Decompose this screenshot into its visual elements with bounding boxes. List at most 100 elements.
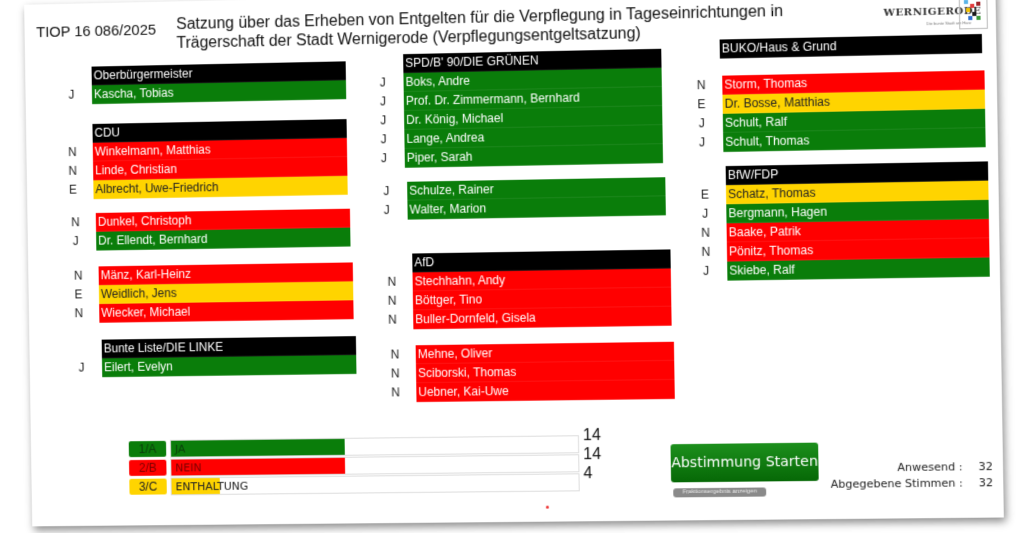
group-header: BUKO/Haus & Grund <box>719 33 983 59</box>
vote-marker: J <box>698 116 705 131</box>
logo-house-icon <box>958 0 988 30</box>
result-label: ENTHALTUNG <box>175 479 249 494</box>
vote-marker: E <box>68 182 77 197</box>
group-spd-gruene-2: J Schulze, Rainer J Walter, Marion <box>383 177 666 220</box>
member-name: Kascha, Tobias <box>93 85 174 102</box>
member-name: Schult, Ralf <box>724 114 788 130</box>
member-name: Weidlich, Jens <box>100 286 177 302</box>
member-row: E Albrecht, Uwe-Friedrich <box>69 175 348 200</box>
member-name: Stechhahn, Andy <box>414 273 506 289</box>
member-name: Prof. Dr. Zimmermann, Bernhard <box>405 90 580 108</box>
member-row: J Piper, Sarah <box>381 144 664 168</box>
result-label: JA <box>174 442 186 456</box>
vote-marker: N <box>391 385 400 400</box>
member-name: Wiecker, Michael <box>101 304 191 320</box>
member-row: J Kascha, Tobias <box>68 80 347 105</box>
vote-marker: N <box>387 274 397 289</box>
member-row: J Walter, Marion <box>384 196 666 220</box>
result-label: NEIN <box>175 461 202 475</box>
group-afd-2: N Mehne, Oliver N Sciborski, Thomas N Uebne… <box>390 341 675 403</box>
member-name: Boks, Andre <box>405 73 471 90</box>
member-name: Dr. Ellendt, Bernhard <box>98 231 208 248</box>
member-name: Albrecht, Uwe-Friedrich <box>95 180 219 197</box>
vote-marker: N <box>390 366 400 381</box>
vote-marker: J <box>380 113 387 128</box>
member-name: Winkelmann, Matthias <box>94 142 211 159</box>
result-code: 3/C <box>129 478 167 495</box>
member-row: N Buller-Dornfeld, Gisela <box>388 306 672 330</box>
member-name: Schult, Thomas <box>725 133 810 150</box>
member-name: Uebner, Kai-Uwe <box>418 384 509 400</box>
group-buko: BUKO/Haus & Grund <box>719 33 983 59</box>
vote-marker: J <box>698 135 706 150</box>
result-bar-fill <box>170 438 346 457</box>
vote-marker: J <box>68 87 75 102</box>
vote-marker: E <box>74 287 83 302</box>
vote-marker: J <box>702 263 710 279</box>
member-name: Schatz, Thomas <box>727 185 816 202</box>
vote-marker: N <box>387 293 397 308</box>
result-code: 2/B <box>129 459 167 476</box>
vote-marker: N <box>67 145 77 160</box>
group-afd: AfD N Stechhahn, Andy N Böttger, Tino N Bul… <box>387 249 672 330</box>
group-bunte-liste: Bunte Liste/DIE LINKE J Eilert, Evelyn <box>78 336 357 378</box>
vote-marker: N <box>696 78 706 93</box>
vote-marker: N <box>73 268 83 283</box>
vote-marker: J <box>78 360 85 375</box>
result-code: 1/A <box>128 440 167 458</box>
votes-cast-stat: Abgegebene Stimmen : 32 <box>831 475 994 493</box>
member-name: Linde, Christian <box>95 162 178 178</box>
member-row: N Uebner, Kai-Uwe <box>391 379 675 403</box>
vote-marker: N <box>700 225 710 240</box>
result-count: 4 <box>583 465 593 483</box>
vote-marker: N <box>390 347 400 362</box>
member-name: Bergmann, Hagen <box>728 204 828 221</box>
vote-marker: N <box>74 306 84 321</box>
vote-marker: N <box>387 312 397 327</box>
votes-cast-label: Abgegebene Stimmen : <box>830 476 963 491</box>
member-name: Böttger, Tino <box>414 292 483 308</box>
member-name: Dunkel, Christoph <box>97 213 192 229</box>
vote-marker: J <box>383 203 390 218</box>
agenda-title: Satzung über das Erheben von Entgelten f… <box>176 2 795 53</box>
group-oberbuergermeister: Oberbürgermeister J Kascha, Tobias <box>68 61 347 105</box>
result-count: 14 <box>582 426 601 445</box>
member-name: Storm, Thomas <box>724 75 808 92</box>
present-label: Anwesend : <box>897 460 963 475</box>
member-name: Mänz, Karl-Heinz <box>100 266 192 283</box>
vote-marker: E <box>697 97 706 112</box>
member-row: J Schult, Thomas <box>699 128 986 153</box>
vote-marker: J <box>379 94 387 109</box>
vote-marker: J <box>379 75 386 90</box>
member-row: J Eilert, Evelyn <box>78 355 357 378</box>
cursor-dot <box>545 505 549 509</box>
vote-marker: J <box>380 132 387 147</box>
votes-cast-value: 32 <box>978 476 994 490</box>
member-name: Schulze, Rainer <box>409 182 494 198</box>
vote-marker: E <box>700 187 710 202</box>
start-vote-button[interactable]: Abstimmung Starten <box>670 442 819 483</box>
group-bfw-fdp: BfW/FDP E Schatz, Thomas J Bergmann, Hagen… <box>701 161 990 281</box>
vote-marker: N <box>68 163 77 178</box>
show-faction-result-button[interactable]: Fraktionsergebnis anzeigen <box>673 487 767 498</box>
document-id: TIOP 16 086/2025 <box>36 21 157 42</box>
member-name: Walter, Marion <box>409 201 487 217</box>
vote-marker: J <box>72 234 79 249</box>
group-spd-gruene: SPD/B' 90/DIE GRÜNEN J Boks, Andre J Prof.… <box>380 48 664 168</box>
vote-results: 1/A JA 14 2/B NEIN 14 3/C ENTHALTUNG 4 <box>128 427 606 497</box>
city-logo: WERNIGERODE Die bunte Stadt am Harz <box>883 0 988 34</box>
member-name: Lange, Andrea <box>406 130 485 146</box>
group-cdu-2: N Dunkel, Christoph J Dr. Ellendt, Bernhar… <box>71 208 351 251</box>
member-row: J Skiebe, Ralf <box>703 257 990 281</box>
attendance-stats: Anwesend : 32 Abgegebene Stimmen : 32 <box>830 459 994 493</box>
member-name: Sciborski, Thomas <box>417 364 517 381</box>
member-row: J Dr. Ellendt, Bernhard <box>73 227 351 251</box>
result-count: 14 <box>583 446 602 464</box>
member-name: Skiebe, Ralf <box>729 262 795 278</box>
group-buko-2: N Storm, Thomas E Dr. Bosse, Matthias J Sch… <box>697 70 986 153</box>
member-name: Dr. König, Michael <box>406 111 504 127</box>
voting-display: TIOP 16 086/2025 Satzung über das Erhebe… <box>24 0 1004 527</box>
vote-marker: J <box>380 151 387 166</box>
vote-marker: J <box>383 184 390 199</box>
member-name: Baake, Patrik <box>728 224 802 240</box>
